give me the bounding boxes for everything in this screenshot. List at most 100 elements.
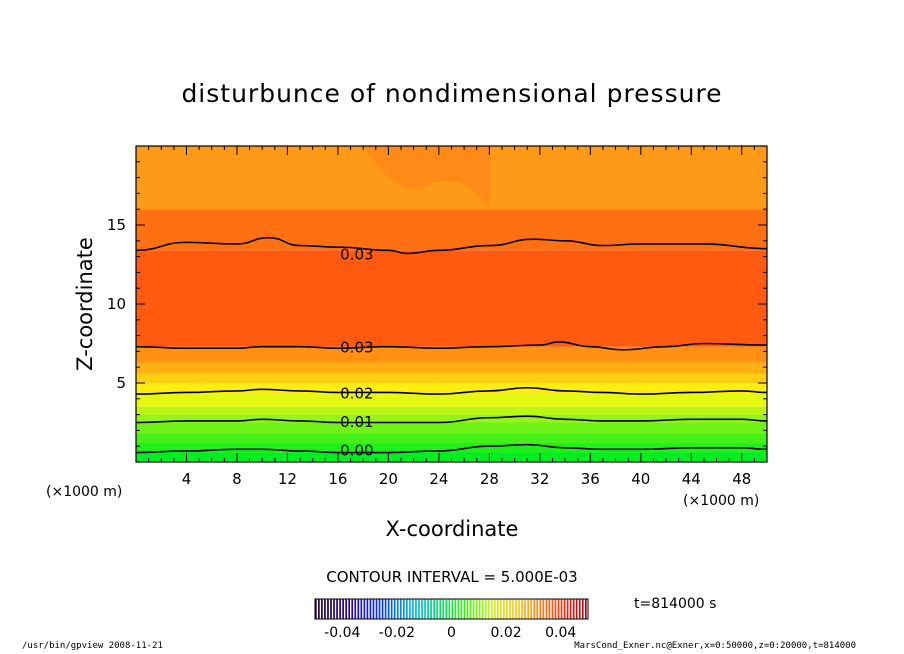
y-axis-label: Z-coordinate [73, 237, 97, 371]
colorbar-swatch [512, 599, 514, 619]
colorbar-swatch [357, 599, 360, 619]
colorbar-swatch [321, 599, 323, 619]
colorbar-swatch [436, 599, 439, 619]
colorbar-swatch [533, 599, 536, 619]
colorbar-swatch [563, 599, 566, 619]
colorbar-swatch [530, 599, 533, 619]
colorbar-swatch [484, 599, 487, 619]
fill-band-11 [136, 250, 767, 347]
footer-right: MarsCond_Exner.nc@Exner,x=0:50000,z=0:20… [574, 641, 856, 651]
chart-title: disturbunce of nondimensional pressure [181, 79, 722, 108]
y-tick-label: 10 [107, 295, 126, 313]
contour-line-1 [136, 341, 767, 351]
colorbar-swatch [409, 599, 411, 619]
colorbar-swatch [490, 599, 493, 619]
fill-band-9 [136, 362, 767, 374]
colorbar-swatch [421, 599, 423, 619]
y-tick-label: 15 [107, 216, 126, 234]
colorbar-tick-label: -0.02 [379, 625, 415, 641]
contour-labels: 0.03 0.03 0.02 0.01 0.00 [340, 245, 373, 459]
colorbar-swatch [390, 599, 393, 619]
colorbar-swatch [327, 599, 329, 619]
colorbar-swatch [412, 599, 414, 619]
fill-band-6 [136, 394, 767, 407]
contour-label-4: 0.00 [340, 441, 373, 459]
colorbar-swatch [539, 599, 542, 619]
colorbar-swatch [451, 599, 454, 619]
contour-line-4 [136, 443, 767, 454]
colorbar-swatch [560, 599, 563, 619]
colorbar-swatch [578, 599, 581, 619]
colorbar-swatch [330, 599, 332, 619]
colorbar-swatch [481, 599, 484, 619]
colorbar-swatch [424, 599, 426, 619]
colorbar-swatch [572, 599, 575, 619]
colorbar-swatch [536, 599, 539, 619]
colorbar-swatch [372, 599, 375, 619]
y-tick-labels: 5 10 15 [107, 216, 126, 392]
contour-lines [136, 236, 767, 454]
colorbar-swatch [342, 599, 344, 619]
colorbar-swatch [493, 599, 496, 619]
x-tick-label: 28 [480, 470, 499, 488]
colorbar-swatch [339, 599, 341, 619]
x-tick-label: 48 [732, 470, 751, 488]
colorbar-swatch [472, 599, 475, 619]
x-tick-label: 24 [429, 470, 448, 488]
colorbar-swatch [545, 599, 548, 619]
colorbar-swatch [448, 599, 451, 619]
x-tick-label: 36 [581, 470, 600, 488]
x-tick-labels: 4 8 12 16 20 24 28 32 36 40 44 48 [182, 470, 752, 488]
colorbar-swatch [433, 599, 435, 619]
x-tick-label: 4 [182, 470, 192, 488]
contour-label-2: 0.02 [340, 384, 373, 402]
colorbar-swatch [542, 599, 545, 619]
colorbar-swatch [460, 599, 463, 619]
colorbar-swatch [333, 599, 335, 619]
colorbar-swatch [454, 599, 457, 619]
colorbar-tick-label: 0 [447, 625, 456, 641]
colorbar-swatch [518, 599, 520, 619]
x-tick-label: 8 [232, 470, 242, 488]
fill-band-7 [136, 383, 767, 395]
colorbar-swatch [475, 599, 478, 619]
colorbar-swatch [497, 599, 499, 619]
colorbar-swatch [478, 599, 481, 619]
colorbar-swatch [457, 599, 460, 619]
fill-band-4 [136, 414, 767, 423]
fill-band-8 [136, 373, 767, 383]
fill-band-0 [136, 452, 767, 462]
colorbar-tick-label: 0.04 [545, 625, 576, 641]
colorbar-swatch [336, 599, 338, 619]
colorbar-swatch [406, 599, 408, 619]
colorbar-swatch [487, 599, 490, 619]
x-tick-label: 12 [278, 470, 297, 488]
x-tick-label: 16 [328, 470, 347, 488]
footer-left: /usr/bin/gpview 2008-11-21 [22, 641, 163, 651]
fill-band-10 [136, 346, 767, 363]
y-tick-label: 5 [116, 374, 126, 392]
colorbar-swatch [375, 599, 378, 619]
x-axis-label: X-coordinate [386, 517, 519, 541]
colorbar-swatch [469, 599, 472, 619]
colorbar-swatch [506, 599, 508, 619]
colorbar-swatch [581, 599, 584, 619]
fill-band-2 [136, 433, 767, 444]
colorbar-swatch [551, 599, 554, 619]
contour-line-3 [136, 415, 767, 424]
colorbar-swatch [557, 599, 560, 619]
colorbar-swatch [348, 599, 351, 619]
colorbar-swatch [318, 599, 320, 619]
colorbar-swatch [439, 599, 442, 619]
colorbar-swatch [381, 599, 384, 619]
colorbar-swatch [466, 599, 469, 619]
colorbar-swatch [399, 599, 402, 619]
colorbar-swatch [345, 599, 348, 619]
colorbar-swatch [584, 599, 587, 619]
colorbar-swatch [324, 599, 326, 619]
colorbar-swatch [524, 599, 526, 619]
colorbar-swatch [500, 599, 502, 619]
colorbar-swatch [418, 599, 420, 619]
colorbar-swatch [315, 599, 317, 619]
colorbar-swatch [548, 599, 551, 619]
